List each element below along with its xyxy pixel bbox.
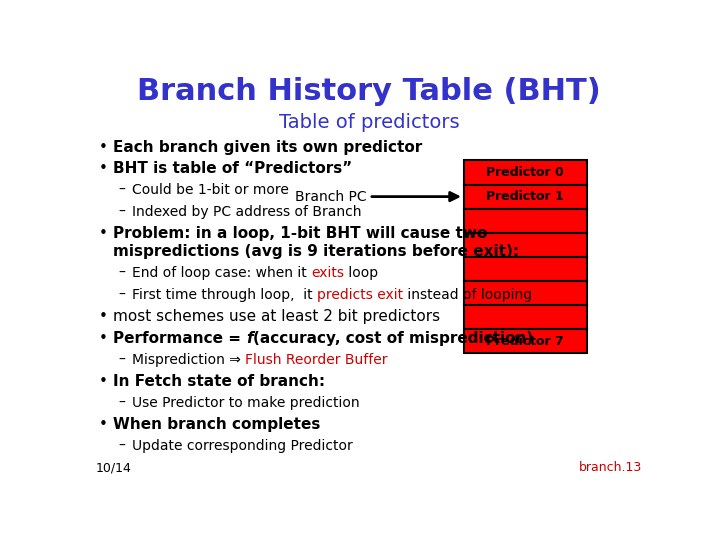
Bar xyxy=(464,305,587,329)
Text: Flush Reorder Buffer: Flush Reorder Buffer xyxy=(245,353,387,367)
Text: –: – xyxy=(118,205,125,219)
Text: –: – xyxy=(118,266,125,280)
Text: Branch PC: Branch PC xyxy=(294,190,366,204)
Text: Each branch given its own predictor: Each branch given its own predictor xyxy=(114,140,423,154)
Text: Update corresponding Predictor: Update corresponding Predictor xyxy=(132,439,353,453)
Text: •: • xyxy=(99,140,107,154)
Text: •: • xyxy=(99,161,107,176)
Text: 10/14: 10/14 xyxy=(96,461,132,474)
Text: Misprediction ⇒: Misprediction ⇒ xyxy=(132,353,245,367)
Text: –: – xyxy=(118,353,125,367)
Text: Table of predictors: Table of predictors xyxy=(279,113,459,132)
Text: Predictor 0: Predictor 0 xyxy=(487,166,564,179)
Text: –: – xyxy=(118,183,125,197)
Text: Performance =: Performance = xyxy=(114,331,247,346)
Text: •: • xyxy=(99,374,107,389)
Text: End of loop case: when it: End of loop case: when it xyxy=(132,266,311,280)
Text: •: • xyxy=(99,309,107,325)
Bar xyxy=(464,281,587,305)
Bar xyxy=(464,185,587,208)
Text: predicts exit: predicts exit xyxy=(317,288,403,302)
Text: –: – xyxy=(118,288,125,302)
Bar xyxy=(464,160,587,185)
Text: •: • xyxy=(99,331,107,346)
Text: Predictor 1: Predictor 1 xyxy=(487,190,564,203)
Text: most schemes use at least 2 bit predictors: most schemes use at least 2 bit predicto… xyxy=(114,309,441,325)
Text: f: f xyxy=(247,331,253,346)
Text: BHT is table of “Predictors”: BHT is table of “Predictors” xyxy=(114,161,353,176)
Text: Use Predictor to make prediction: Use Predictor to make prediction xyxy=(132,396,359,410)
Bar xyxy=(464,233,587,257)
Text: When branch completes: When branch completes xyxy=(114,417,321,433)
Text: First time through loop,  it: First time through loop, it xyxy=(132,288,317,302)
Text: •: • xyxy=(99,417,107,433)
Text: Branch History Table (BHT): Branch History Table (BHT) xyxy=(137,77,601,106)
Text: –: – xyxy=(118,439,125,453)
Text: •: • xyxy=(99,226,107,241)
Text: branch.13: branch.13 xyxy=(579,461,642,474)
Text: instead of looping: instead of looping xyxy=(403,288,532,302)
Bar xyxy=(464,257,587,281)
Text: –: – xyxy=(118,396,125,410)
Text: In Fetch state of branch:: In Fetch state of branch: xyxy=(114,374,325,389)
Bar xyxy=(464,208,587,233)
Text: Indexed by PC address of Branch: Indexed by PC address of Branch xyxy=(132,205,361,219)
Text: Could be 1-bit or more: Could be 1-bit or more xyxy=(132,183,289,197)
Text: (accuracy, cost of misprediction): (accuracy, cost of misprediction) xyxy=(253,331,534,346)
Text: exits: exits xyxy=(311,266,344,280)
Text: Predictor 7: Predictor 7 xyxy=(487,335,564,348)
Text: loop: loop xyxy=(344,266,378,280)
Bar xyxy=(464,329,587,353)
Text: Problem: in a loop, 1-bit BHT will cause two
mispredictions (avg is 9 iterations: Problem: in a loop, 1-bit BHT will cause… xyxy=(114,226,520,259)
